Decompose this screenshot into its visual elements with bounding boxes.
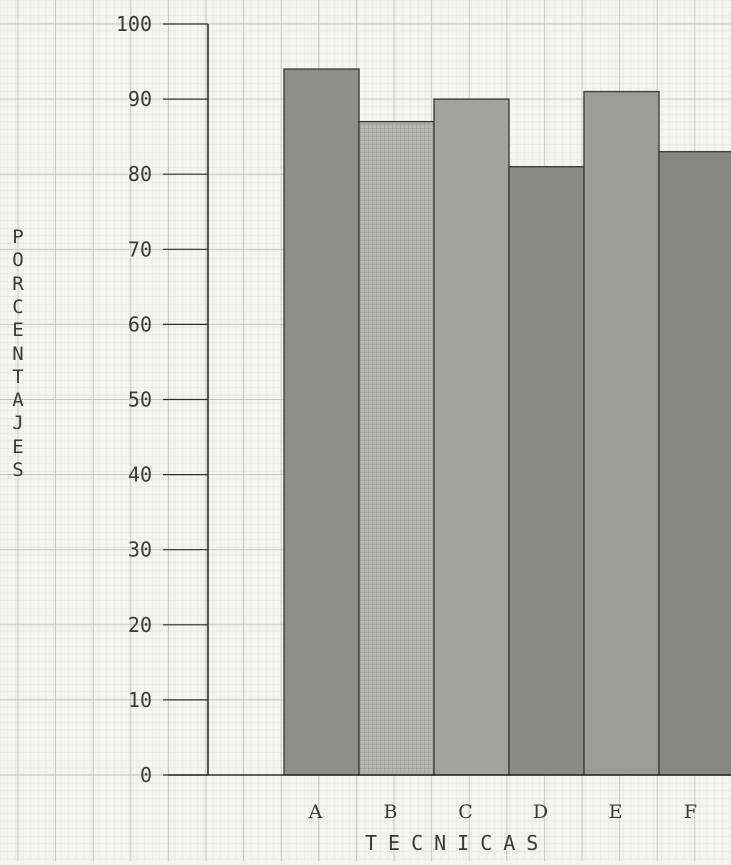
y-tick-labels: 0 10 20 30 40 50 60 70 80 90 100 xyxy=(116,12,152,787)
y-tick-label: 80 xyxy=(128,162,152,186)
bar-d xyxy=(508,165,585,776)
y-tick-label: 60 xyxy=(128,312,152,336)
bar-c xyxy=(433,98,510,776)
x-tick-label: C xyxy=(458,801,473,823)
y-tick-label: 100 xyxy=(116,12,152,36)
x-tick-label: F xyxy=(684,801,697,823)
x-tick-label: B xyxy=(384,801,398,823)
axes-group xyxy=(163,23,731,776)
y-axis-label-letter: E xyxy=(12,319,24,342)
x-axis-label: TECNICAS xyxy=(365,831,550,855)
y-axis-label-letter: P xyxy=(12,226,24,248)
y-axis-label-letter: E xyxy=(12,435,24,458)
y-tick-label: 10 xyxy=(128,688,152,712)
y-tick-label: 90 xyxy=(128,87,152,111)
y-tick-label: 20 xyxy=(128,613,152,637)
y-tick-label: 50 xyxy=(128,388,152,412)
y-axis-label-letter: J xyxy=(12,412,24,435)
bar-a xyxy=(283,68,360,776)
y-axis-label-letter: R xyxy=(12,272,24,295)
x-tick-label: D xyxy=(533,801,548,823)
bar-e xyxy=(583,90,660,776)
y-axis-label-letter: N xyxy=(12,342,24,365)
y-tick-label: 0 xyxy=(140,763,152,787)
y-axis-label-letter: O xyxy=(12,249,24,272)
bar-b xyxy=(358,120,435,776)
x-tick-label: A xyxy=(308,801,323,823)
bars-group xyxy=(283,68,731,776)
y-axis-label-letter: C xyxy=(12,295,24,318)
bar-f xyxy=(658,150,731,776)
y-axis-label-letter: A xyxy=(12,389,24,412)
y-tick-label: 70 xyxy=(128,237,152,261)
x-tick-labels: A B C D E F xyxy=(308,801,697,823)
y-axis-label-letter: T xyxy=(12,365,24,388)
x-tick-label: E xyxy=(609,801,623,823)
y-axis-label-letter: S xyxy=(12,459,24,481)
y-tick-label: 40 xyxy=(128,463,152,487)
y-tick-label: 30 xyxy=(128,538,152,562)
